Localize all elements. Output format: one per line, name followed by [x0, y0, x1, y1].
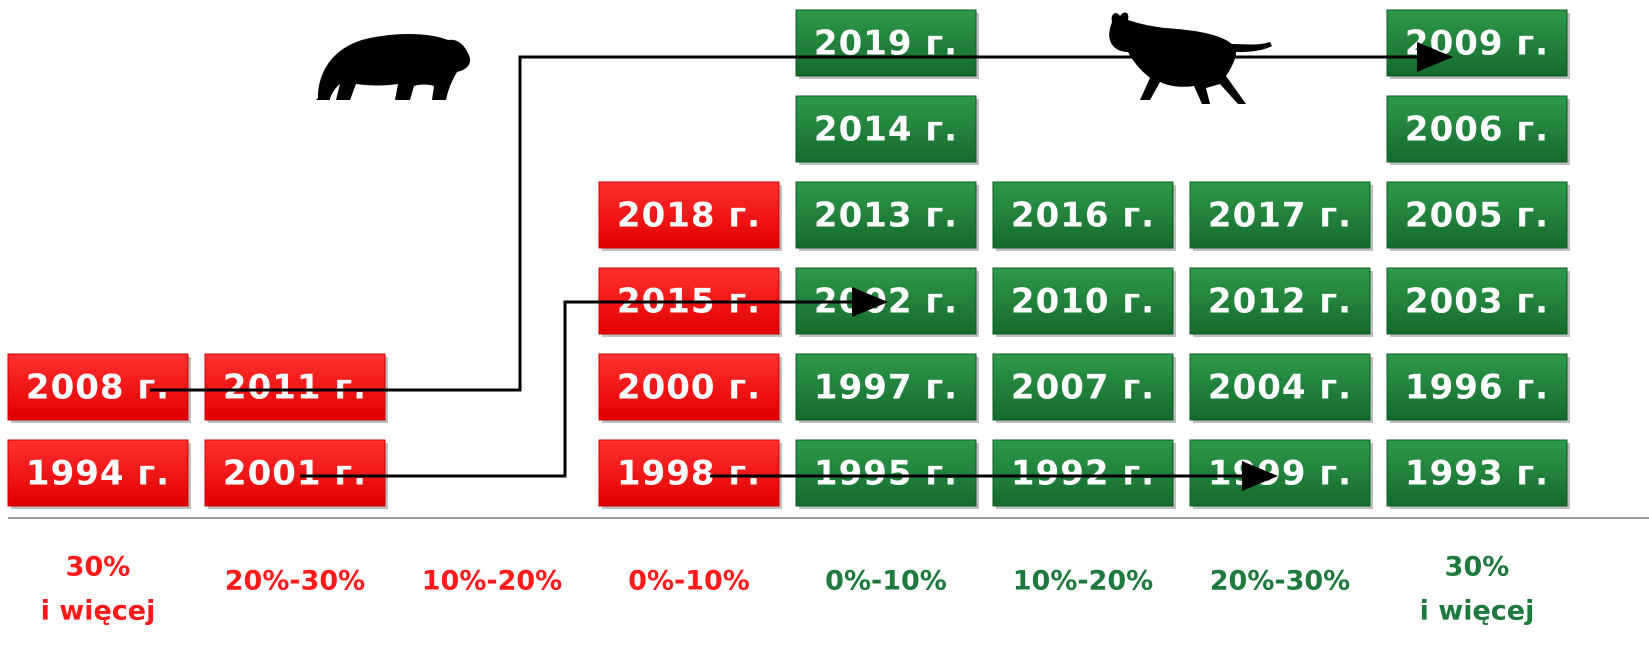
year-box: 2003 г. — [1387, 268, 1570, 337]
year-box: 2012 г. — [1190, 268, 1373, 337]
year-label: 2011 г. — [223, 368, 367, 408]
range-label: i więcej — [41, 596, 156, 627]
year-label: 1993 г. — [1405, 454, 1549, 494]
page: {"columns": [ {"label": ["30%", "i więce… — [0, 0, 1649, 662]
year-box: 2013 г. — [796, 182, 979, 251]
range-label: 30% — [66, 552, 131, 583]
year-box: 2006 г. — [1387, 96, 1570, 165]
range-label: 10%-20% — [422, 566, 562, 597]
year-label: 2006 г. — [1405, 110, 1549, 150]
year-box: 2014 г. — [796, 96, 979, 165]
bear-icon — [316, 34, 470, 100]
year-label: 1996 г. — [1405, 368, 1549, 408]
year-label: 2000 г. — [617, 368, 761, 408]
year-label: 1995 г. — [814, 454, 958, 494]
range-label: 0%-10% — [825, 566, 947, 597]
year-label: 1992 г. — [1011, 454, 1155, 494]
year-box: 2010 г. — [993, 268, 1176, 337]
year-label: 2007 г. — [1011, 368, 1155, 408]
year-box: 2004 г. — [1190, 354, 1373, 423]
year-box: 1994 г. — [8, 440, 191, 509]
year-label: 2004 г. — [1208, 368, 1352, 408]
year-label: 2001 г. — [223, 454, 367, 494]
year-box: 2005 г. — [1387, 182, 1570, 251]
year-label: 1999 г. — [1208, 454, 1352, 494]
year-label: 2013 г. — [814, 196, 958, 236]
year-box: 1997 г. — [796, 354, 979, 423]
year-label: 2014 г. — [814, 110, 958, 150]
year-box: 2016 г. — [993, 182, 1176, 251]
year-label: 2010 г. — [1011, 282, 1155, 322]
range-label: 0%-10% — [628, 566, 750, 597]
year-label: 2008 г. — [26, 368, 170, 408]
year-box: 2019 г. — [796, 10, 979, 79]
range-label: 20%-30% — [225, 566, 365, 597]
year-box: 1996 г. — [1387, 354, 1570, 423]
diagram: 1994 г. 2008 г. 2001 г. 2011 г. 1998 г. 2000 … — [0, 0, 1649, 662]
year-label: 2017 г. — [1208, 196, 1352, 236]
range-label: 20%-30% — [1210, 566, 1350, 597]
range-label: 10%-20% — [1013, 566, 1153, 597]
year-label: 2016 г. — [1011, 196, 1155, 236]
year-box: 2000 г. — [599, 354, 782, 423]
year-label: 2012 г. — [1208, 282, 1352, 322]
year-label: 1997 г. — [814, 368, 958, 408]
year-box: 2017 г. — [1190, 182, 1373, 251]
year-box: 2007 г. — [993, 354, 1176, 423]
year-box: 2009 г. — [1387, 10, 1570, 79]
boxes: 1994 г. 2008 г. 2001 г. 2011 г. 1998 г. 2000 … — [8, 10, 1570, 509]
range-label: 30% — [1445, 552, 1510, 583]
year-box: 1993 г. — [1387, 440, 1570, 509]
year-label: 1994 г. — [26, 454, 170, 494]
range-label: i więcej — [1420, 596, 1535, 627]
year-label: 2018 г. — [617, 196, 761, 236]
year-box: 2018 г. — [599, 182, 782, 251]
year-label: 1998 г. — [617, 454, 761, 494]
year-label: 2005 г. — [1405, 196, 1549, 236]
year-label: 2003 г. — [1405, 282, 1549, 322]
